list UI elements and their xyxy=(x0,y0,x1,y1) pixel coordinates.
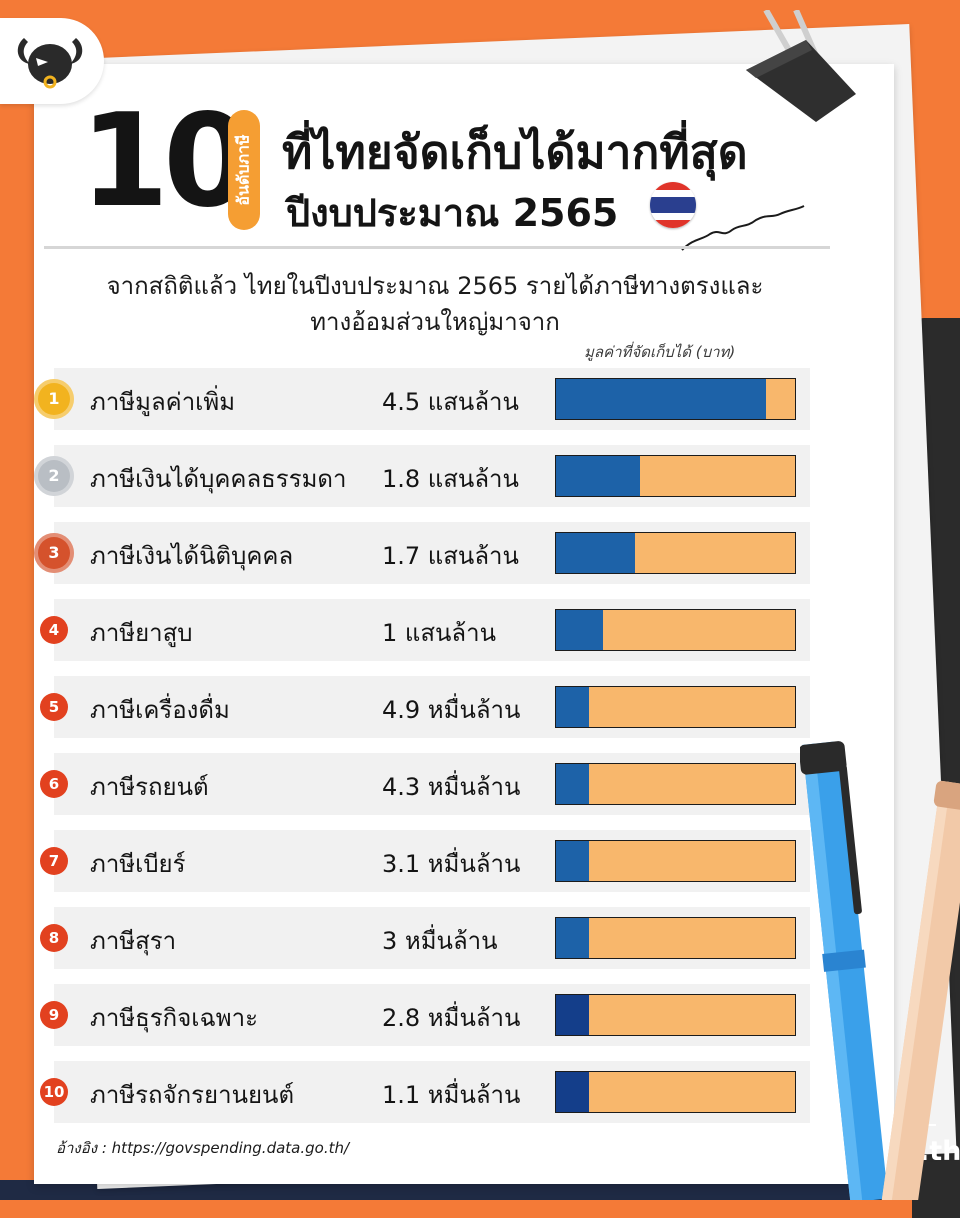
value-bar xyxy=(556,610,603,650)
value-unit-label: มูลค่าที่จัดเก็บได้ (บาท) xyxy=(584,343,736,361)
rank-badge: 9 xyxy=(40,1001,68,1029)
rank-badge: 8 xyxy=(40,924,68,952)
tax-name: ภาษีรถจักรยานยนต์ xyxy=(90,1081,295,1109)
tax-value-label: 3 หมื่นล้าน xyxy=(382,927,498,955)
value-bar xyxy=(556,1072,589,1112)
value-bar xyxy=(556,841,589,881)
intro-line-1: จากสถิติแล้ว ไทยในปีงบประมาณ 2565 รายได้… xyxy=(106,272,764,300)
tax-name: ภาษีสุรา xyxy=(90,927,177,955)
value-bar xyxy=(556,687,589,727)
rank-badge: 5 xyxy=(40,693,68,721)
value-bar-track xyxy=(555,609,796,651)
tax-value-label: 3.1 หมื่นล้าน xyxy=(382,850,521,878)
pen-icon xyxy=(800,741,960,1200)
tax-value-label: 2.8 หมื่นล้าน xyxy=(382,1004,521,1032)
bottom-stripe xyxy=(0,1180,960,1200)
source-reference: อ้างอิง : https://govspending.data.go.th… xyxy=(56,1139,350,1157)
buffalo-logo-icon xyxy=(17,38,83,89)
value-bar-track xyxy=(555,1071,796,1113)
tax-value-label: 1.8 แสนล้าน xyxy=(382,465,519,493)
value-bar xyxy=(556,918,589,958)
value-bar xyxy=(556,995,589,1035)
rank-medal-icon: 1 xyxy=(34,379,74,419)
binder-clip-icon xyxy=(746,10,856,122)
rank-badge: 10 xyxy=(40,1078,68,1106)
page-subtitle-year: ปีงบประมาณ 2565 xyxy=(286,191,619,235)
tax-name: ภาษีรถยนต์ xyxy=(90,773,209,801)
tax-name: ภาษีมูลค่าเพิ่ม xyxy=(90,388,236,416)
title-number: 10 xyxy=(80,87,252,236)
tax-name: ภาษียาสูบ xyxy=(90,619,193,647)
tax-value-label: 4.3 หมื่นล้าน xyxy=(382,773,521,801)
rank-medal-icon: 2 xyxy=(34,456,74,496)
value-bar-track xyxy=(555,686,796,728)
value-bar xyxy=(556,456,640,496)
tax-value-label: 1 แสนล้าน xyxy=(382,619,497,647)
title-divider xyxy=(44,246,830,249)
value-bar-track xyxy=(555,994,796,1036)
rank-badge: 4 xyxy=(40,616,68,644)
trend-squiggle-icon xyxy=(681,205,805,251)
tax-name: ภาษีเครื่องดื่ม xyxy=(90,696,230,724)
tax-value-label: 4.5 แสนล้าน xyxy=(382,388,519,416)
page-title: ที่ไทยจัดเก็บได้มากที่สุด xyxy=(282,125,748,179)
intro-text: จากสถิติแล้ว ไทยในปีงบประมาณ 2565 รายได้… xyxy=(40,268,830,340)
tax-value-label: 4.9 หมื่นล้าน xyxy=(382,696,521,724)
value-bar-track xyxy=(555,763,796,805)
tax-name: ภาษีเงินได้บุคคลธรรมดา xyxy=(90,465,347,493)
tax-value-label: 1.1 หมื่นล้าน xyxy=(382,1081,521,1109)
value-bar-track xyxy=(555,532,796,574)
value-bar-track xyxy=(555,840,796,882)
value-bar xyxy=(556,379,766,419)
value-bar xyxy=(556,533,635,573)
tax-value-label: 1.7 แสนล้าน xyxy=(382,542,519,570)
value-bar-track xyxy=(555,917,796,959)
intro-line-2: ทางอ้อมส่วนใหญ่มาจาก xyxy=(310,308,560,336)
rank-tag: อันดับภาษี xyxy=(228,110,260,230)
rank-badge: 6 xyxy=(40,770,68,798)
value-bar xyxy=(556,764,589,804)
rank-tag-label: อันดับภาษี xyxy=(233,134,253,206)
thai-flag-icon xyxy=(650,182,696,228)
rank-badge: 7 xyxy=(40,847,68,875)
tax-name: ภาษีธุรกิจเฉพาะ xyxy=(90,1004,258,1032)
tax-name: ภาษีเบียร์ xyxy=(90,850,186,878)
value-bar-track xyxy=(555,455,796,497)
value-bar-track xyxy=(555,378,796,420)
brand-logo[interactable] xyxy=(0,18,104,104)
tax-name: ภาษีเงินได้นิติบุคคล xyxy=(90,542,294,570)
rank-medal-icon: 3 xyxy=(34,533,74,573)
